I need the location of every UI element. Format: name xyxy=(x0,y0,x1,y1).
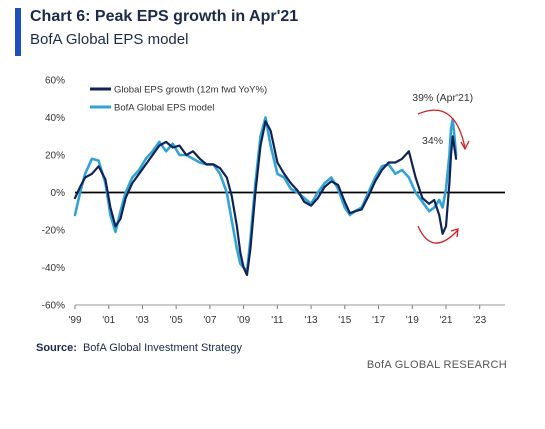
annotation-34-label: 34% xyxy=(422,135,443,147)
y-tick-label: -20% xyxy=(42,226,65,237)
x-tick-label: '05 xyxy=(170,315,183,326)
y-axis-tick-labels: -60% -40% -20% 0% 20% 40% 60% xyxy=(42,76,65,312)
y-tick-label: 0% xyxy=(51,188,66,199)
annotation-layer: 39% (Apr'21) 34% xyxy=(412,92,473,244)
x-tick-label: '11 xyxy=(271,315,284,326)
legend-label-actual: Global EPS growth (12m fwd YoY%) xyxy=(114,85,267,96)
x-tick-label: '23 xyxy=(473,315,486,326)
x-tick-label: '19 xyxy=(406,315,419,326)
x-tick-label: '17 xyxy=(372,315,385,326)
legend-label-model: BofA Global EPS model xyxy=(114,103,214,114)
y-tick-label: -40% xyxy=(42,263,65,274)
y-tick-label: 40% xyxy=(45,113,65,124)
chart-legend: Global EPS growth (12m fwd YoY%) BofA Glo… xyxy=(90,85,267,114)
annotation-peak-label: 39% (Apr'21) xyxy=(412,92,473,104)
x-tick-label: '13 xyxy=(305,315,318,326)
y-tick-label: 20% xyxy=(45,151,65,162)
chart-title: Chart 6: Peak EPS growth in Apr'21 xyxy=(30,8,299,25)
y-tick-label: -60% xyxy=(42,301,65,312)
brand-label: BofA GLOBAL RESEARCH xyxy=(366,359,507,371)
series-line-model xyxy=(73,116,458,273)
annotation-arrow-top xyxy=(417,109,466,149)
x-tick-label: '15 xyxy=(338,315,351,326)
annotation-arrow-bottom xyxy=(417,225,459,244)
x-axis-tick-labels: '99 '01 '03 '05 '07 '09 '11 '13 '15 '17 '19 '21 '23 xyxy=(68,305,487,326)
title-accent-bar xyxy=(15,8,21,56)
x-tick-label: '99 xyxy=(68,315,81,326)
x-tick-label: '09 xyxy=(237,315,250,326)
series-line-actual xyxy=(73,120,458,277)
source-text: BofA Global Investment Strategy xyxy=(82,342,242,354)
chart-subtitle: BofA Global EPS model xyxy=(30,31,189,48)
line-chart: -60%-40%-20%0%20%40%60% '99'01'03'05'07 '… xyxy=(42,76,505,326)
x-tick-label: '01 xyxy=(102,315,115,326)
annotation-arrowhead-bottom xyxy=(450,228,459,238)
source-label: Source: xyxy=(36,342,77,354)
source-note: Source: BofA Global Investment Strategy xyxy=(36,342,242,354)
series-layer xyxy=(73,116,458,277)
x-tick-label: '21 xyxy=(439,315,452,326)
annotation-arrowhead-top xyxy=(460,140,470,151)
x-tick-label: '03 xyxy=(136,315,149,326)
x-tick-label: '07 xyxy=(203,315,216,326)
y-tick-label: 60% xyxy=(45,76,65,87)
